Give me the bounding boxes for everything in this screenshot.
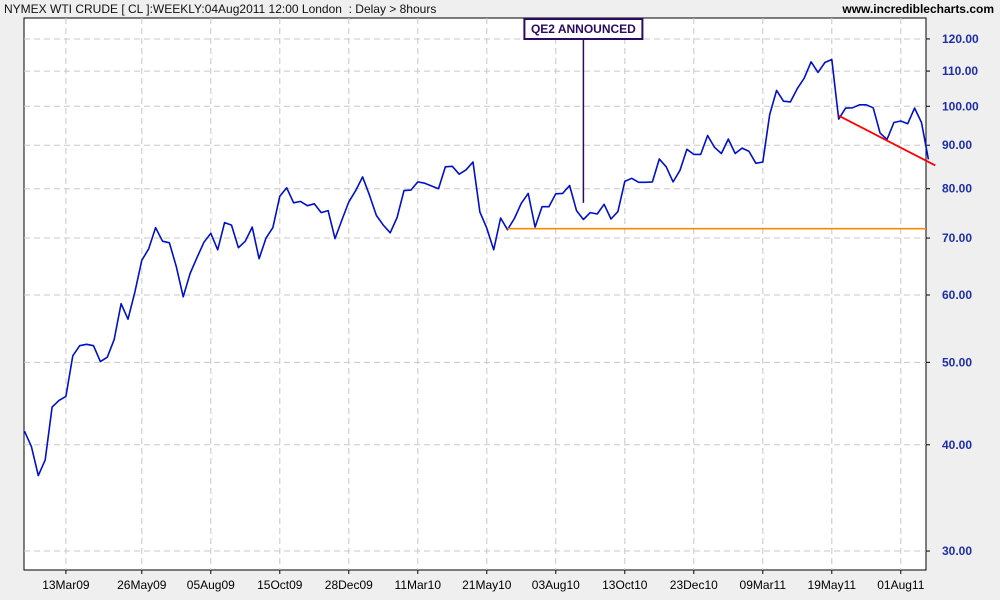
y-tick-label: 100.00 (942, 99, 979, 113)
y-axis: 120.00 110.00 100.00 90.00 80.00 70.00 60.00 50… (926, 32, 979, 558)
x-tick-label: 01Aug11 (877, 578, 924, 592)
x-tick-label: 19May11 (808, 578, 857, 592)
price-line (23, 58, 930, 477)
chart-title: NYMEX WTI CRUDE [ CL ]:WEEKLY:04Aug2011 … (4, 2, 437, 16)
x-tick-label: 11Mar10 (395, 578, 442, 592)
x-tick-label: 23Dec10 (670, 578, 718, 592)
x-tick-label: 21May10 (462, 578, 512, 592)
x-tick-label: 28Dec09 (325, 578, 373, 592)
x-tick-label: 09Mar11 (740, 578, 787, 592)
y-tick-label: 30.00 (942, 544, 972, 558)
series-layer (23, 58, 930, 477)
y-tick-label: 60.00 (942, 288, 972, 302)
x-axis: 13Mar09 26May09 05Aug09 15Oct09 28Dec09 11Mar… (42, 570, 925, 592)
x-tick-label: 13Mar09 (42, 578, 90, 592)
x-tick-label: 26May09 (117, 578, 167, 592)
annotation-label: QE2 ANNOUNCED (531, 22, 636, 36)
y-tick-label: 50.00 (942, 355, 972, 369)
site-watermark: www.incrediblecharts.com (842, 2, 994, 16)
y-tick-label: 40.00 (942, 438, 972, 452)
y-tick-label: 110.00 (942, 64, 978, 78)
x-tick-label: 05Aug09 (187, 578, 235, 592)
plot-area (23, 17, 927, 571)
y-tick-label: 90.00 (942, 138, 972, 152)
x-tick-label: 15Oct09 (257, 578, 303, 592)
y-tick-label: 120.00 (942, 32, 979, 46)
y-tick-label: 70.00 (942, 231, 972, 245)
x-tick-label: 03Aug10 (532, 578, 580, 592)
y-tick-label: 80.00 (942, 182, 972, 196)
grid-lines (24, 18, 926, 570)
trend-line (838, 114, 936, 167)
annotation-layer: QE2 ANNOUNCED (507, 18, 936, 230)
annotation-box (523, 18, 644, 40)
x-tick-label: 13Oct10 (602, 578, 648, 592)
